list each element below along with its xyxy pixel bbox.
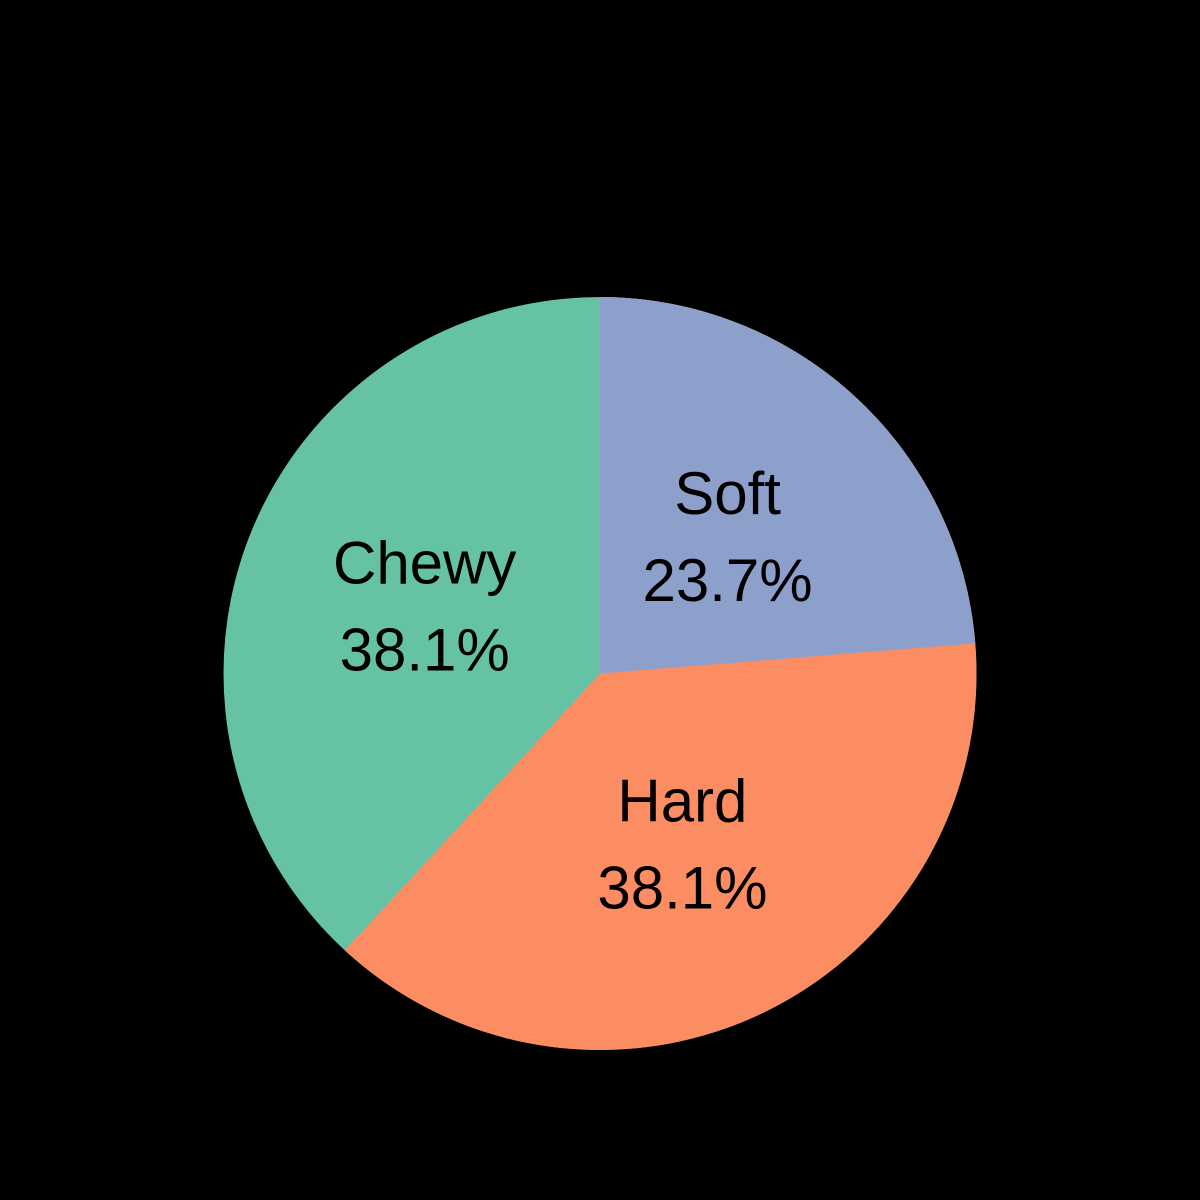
svg-text:23.7%: 23.7%: [643, 547, 813, 614]
svg-text:Hard: Hard: [617, 767, 747, 834]
svg-text:Soft: Soft: [674, 460, 781, 527]
svg-text:38.1%: 38.1%: [597, 854, 767, 921]
svg-text:Chewy: Chewy: [333, 530, 516, 597]
svg-text:38.1%: 38.1%: [340, 617, 510, 684]
